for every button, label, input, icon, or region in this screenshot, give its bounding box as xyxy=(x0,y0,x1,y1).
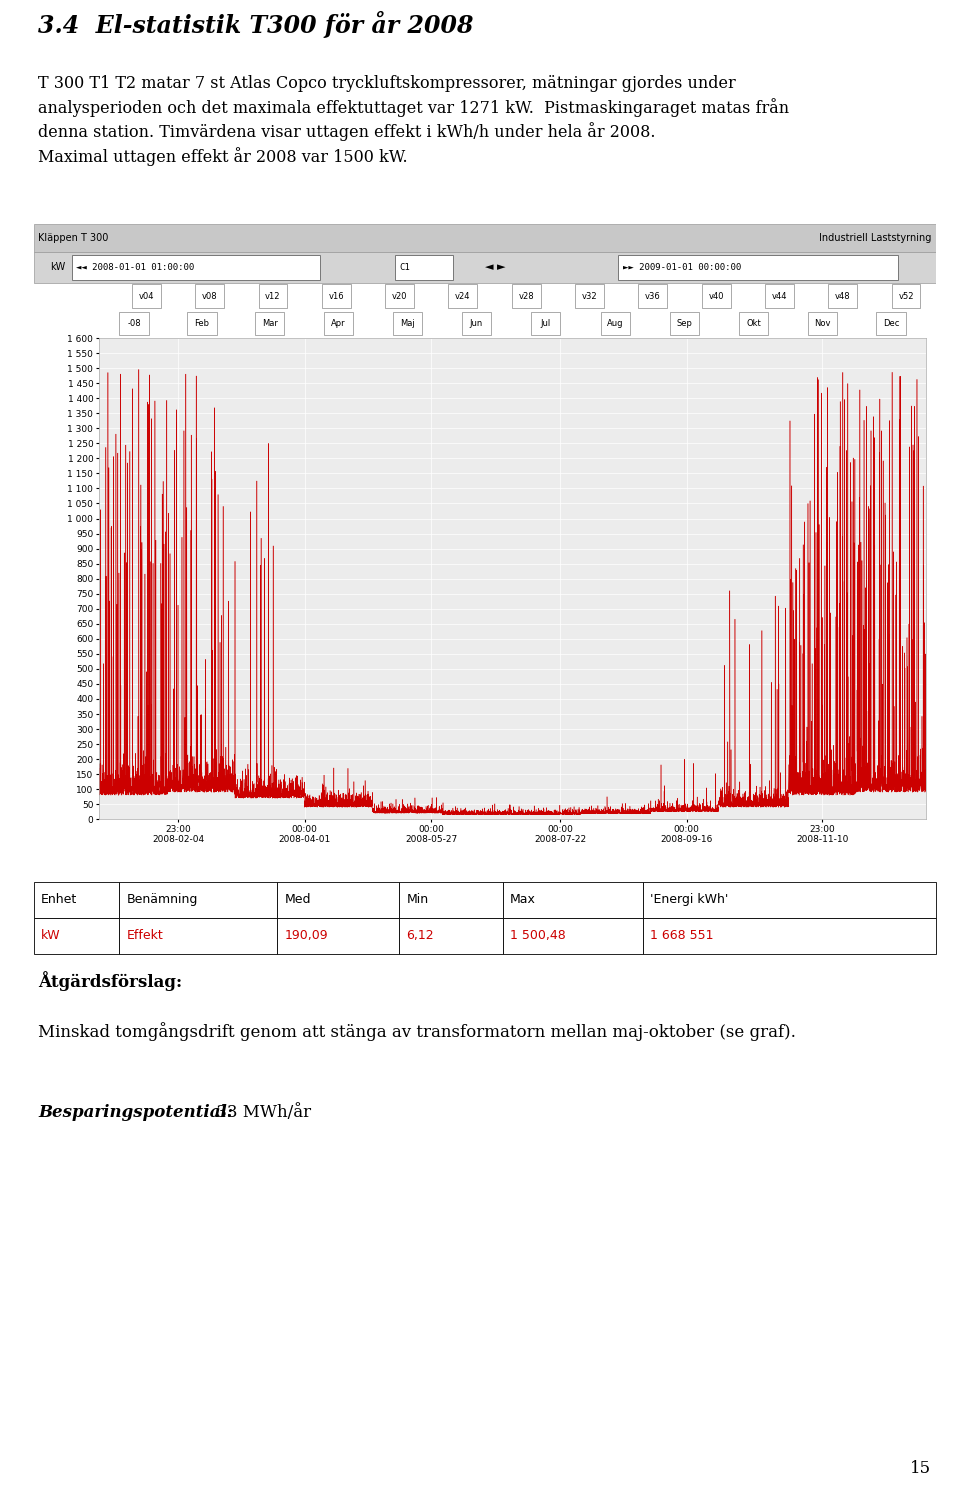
Text: v08: v08 xyxy=(202,292,218,300)
Text: Besparingspotential:: Besparingspotential: xyxy=(38,1103,233,1121)
Text: -08: -08 xyxy=(127,320,141,329)
FancyBboxPatch shape xyxy=(34,918,119,954)
Text: Industriell Laststyrning: Industriell Laststyrning xyxy=(819,233,931,242)
Text: Minskad tomgångsdrift genom att stänga av transformatorn mellan maj-oktober (se : Minskad tomgångsdrift genom att stänga a… xyxy=(38,1023,796,1041)
Text: Benämning: Benämning xyxy=(127,894,198,906)
Text: v04: v04 xyxy=(138,292,155,300)
FancyBboxPatch shape xyxy=(702,284,731,308)
Text: v44: v44 xyxy=(772,292,787,300)
Text: Nov: Nov xyxy=(814,320,830,329)
FancyBboxPatch shape xyxy=(399,918,503,954)
FancyBboxPatch shape xyxy=(71,254,320,280)
FancyBboxPatch shape xyxy=(638,284,667,308)
FancyBboxPatch shape xyxy=(512,284,540,308)
FancyBboxPatch shape xyxy=(395,254,453,280)
FancyBboxPatch shape xyxy=(575,284,604,308)
Text: 15: 15 xyxy=(910,1461,931,1477)
FancyBboxPatch shape xyxy=(669,312,700,335)
Text: v16: v16 xyxy=(328,292,344,300)
Text: Apr: Apr xyxy=(331,320,346,329)
Bar xyxy=(34,251,936,283)
Text: 1 668 551: 1 668 551 xyxy=(650,930,713,942)
FancyBboxPatch shape xyxy=(277,918,399,954)
Text: Aug: Aug xyxy=(608,320,624,329)
FancyBboxPatch shape xyxy=(119,918,277,954)
Text: 3.4  El-statistik T300 för år 2008: 3.4 El-statistik T300 för år 2008 xyxy=(38,10,474,37)
FancyBboxPatch shape xyxy=(34,882,119,918)
FancyBboxPatch shape xyxy=(399,882,503,918)
Text: 190,09: 190,09 xyxy=(284,930,328,942)
Text: 'Energi kWh': 'Energi kWh' xyxy=(650,894,729,906)
Text: Enhet: Enhet xyxy=(41,894,77,906)
Text: Jul: Jul xyxy=(540,320,550,329)
Bar xyxy=(34,224,936,251)
FancyBboxPatch shape xyxy=(892,284,921,308)
Text: 1 500,48: 1 500,48 xyxy=(510,930,565,942)
Text: Åtgärdsförslag:: Åtgärdsförslag: xyxy=(38,972,182,991)
Text: Effekt: Effekt xyxy=(127,930,163,942)
Text: ►► 2009-01-01 00:00:00: ►► 2009-01-01 00:00:00 xyxy=(623,263,741,272)
Text: C1: C1 xyxy=(399,263,410,272)
Text: Jun: Jun xyxy=(469,320,483,329)
FancyBboxPatch shape xyxy=(738,312,768,335)
FancyBboxPatch shape xyxy=(618,254,899,280)
FancyBboxPatch shape xyxy=(324,312,353,335)
Text: Max: Max xyxy=(510,894,536,906)
FancyBboxPatch shape xyxy=(277,882,399,918)
FancyBboxPatch shape xyxy=(828,284,857,308)
Text: Sep: Sep xyxy=(677,320,692,329)
FancyBboxPatch shape xyxy=(531,312,561,335)
Text: Okt: Okt xyxy=(746,320,761,329)
Text: 6,12: 6,12 xyxy=(406,930,434,942)
FancyBboxPatch shape xyxy=(765,284,794,308)
FancyBboxPatch shape xyxy=(503,882,643,918)
FancyBboxPatch shape xyxy=(119,312,149,335)
FancyBboxPatch shape xyxy=(254,312,284,335)
FancyBboxPatch shape xyxy=(448,284,477,308)
FancyBboxPatch shape xyxy=(322,284,350,308)
FancyBboxPatch shape xyxy=(643,918,936,954)
FancyBboxPatch shape xyxy=(462,312,492,335)
Text: v36: v36 xyxy=(645,292,660,300)
FancyBboxPatch shape xyxy=(601,312,631,335)
Text: ◄ ►: ◄ ► xyxy=(486,262,506,272)
Text: v24: v24 xyxy=(455,292,470,300)
FancyBboxPatch shape xyxy=(132,284,160,308)
FancyBboxPatch shape xyxy=(258,284,287,308)
Text: Dec: Dec xyxy=(883,320,900,329)
FancyBboxPatch shape xyxy=(187,312,217,335)
Text: kW: kW xyxy=(50,262,65,272)
FancyBboxPatch shape xyxy=(503,918,643,954)
FancyBboxPatch shape xyxy=(643,882,936,918)
Text: 33 MWh/år: 33 MWh/år xyxy=(210,1103,311,1121)
Text: Med: Med xyxy=(284,894,311,906)
Text: Feb: Feb xyxy=(194,320,209,329)
FancyBboxPatch shape xyxy=(876,312,906,335)
Text: v48: v48 xyxy=(835,292,851,300)
FancyBboxPatch shape xyxy=(807,312,837,335)
Text: v40: v40 xyxy=(708,292,724,300)
FancyBboxPatch shape xyxy=(393,312,422,335)
FancyBboxPatch shape xyxy=(119,882,277,918)
Text: ◄◄ 2008-01-01 01:00:00: ◄◄ 2008-01-01 01:00:00 xyxy=(76,263,194,272)
Text: v32: v32 xyxy=(582,292,597,300)
Text: kW: kW xyxy=(41,930,60,942)
Text: v12: v12 xyxy=(265,292,280,300)
Text: v28: v28 xyxy=(518,292,534,300)
Text: v20: v20 xyxy=(392,292,407,300)
Text: Min: Min xyxy=(406,894,428,906)
Text: T 300 T1 T2 matar 7 st Atlas Copco tryckluftskompressorer, mätningar gjordes und: T 300 T1 T2 matar 7 st Atlas Copco tryck… xyxy=(38,75,789,166)
Text: Kläppen T 300: Kläppen T 300 xyxy=(38,233,108,242)
FancyBboxPatch shape xyxy=(195,284,224,308)
Text: v52: v52 xyxy=(899,292,914,300)
Text: Mar: Mar xyxy=(262,320,277,329)
Text: Maj: Maj xyxy=(400,320,415,329)
FancyBboxPatch shape xyxy=(385,284,414,308)
